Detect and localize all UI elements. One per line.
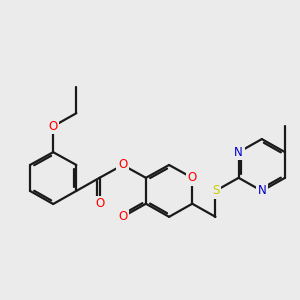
- Text: O: O: [49, 120, 58, 133]
- Text: N: N: [234, 146, 243, 159]
- Text: N: N: [257, 184, 266, 197]
- Text: O: O: [188, 171, 197, 184]
- Text: O: O: [118, 210, 128, 223]
- Text: O: O: [95, 197, 104, 210]
- Text: O: O: [118, 158, 128, 172]
- Text: S: S: [212, 184, 219, 197]
